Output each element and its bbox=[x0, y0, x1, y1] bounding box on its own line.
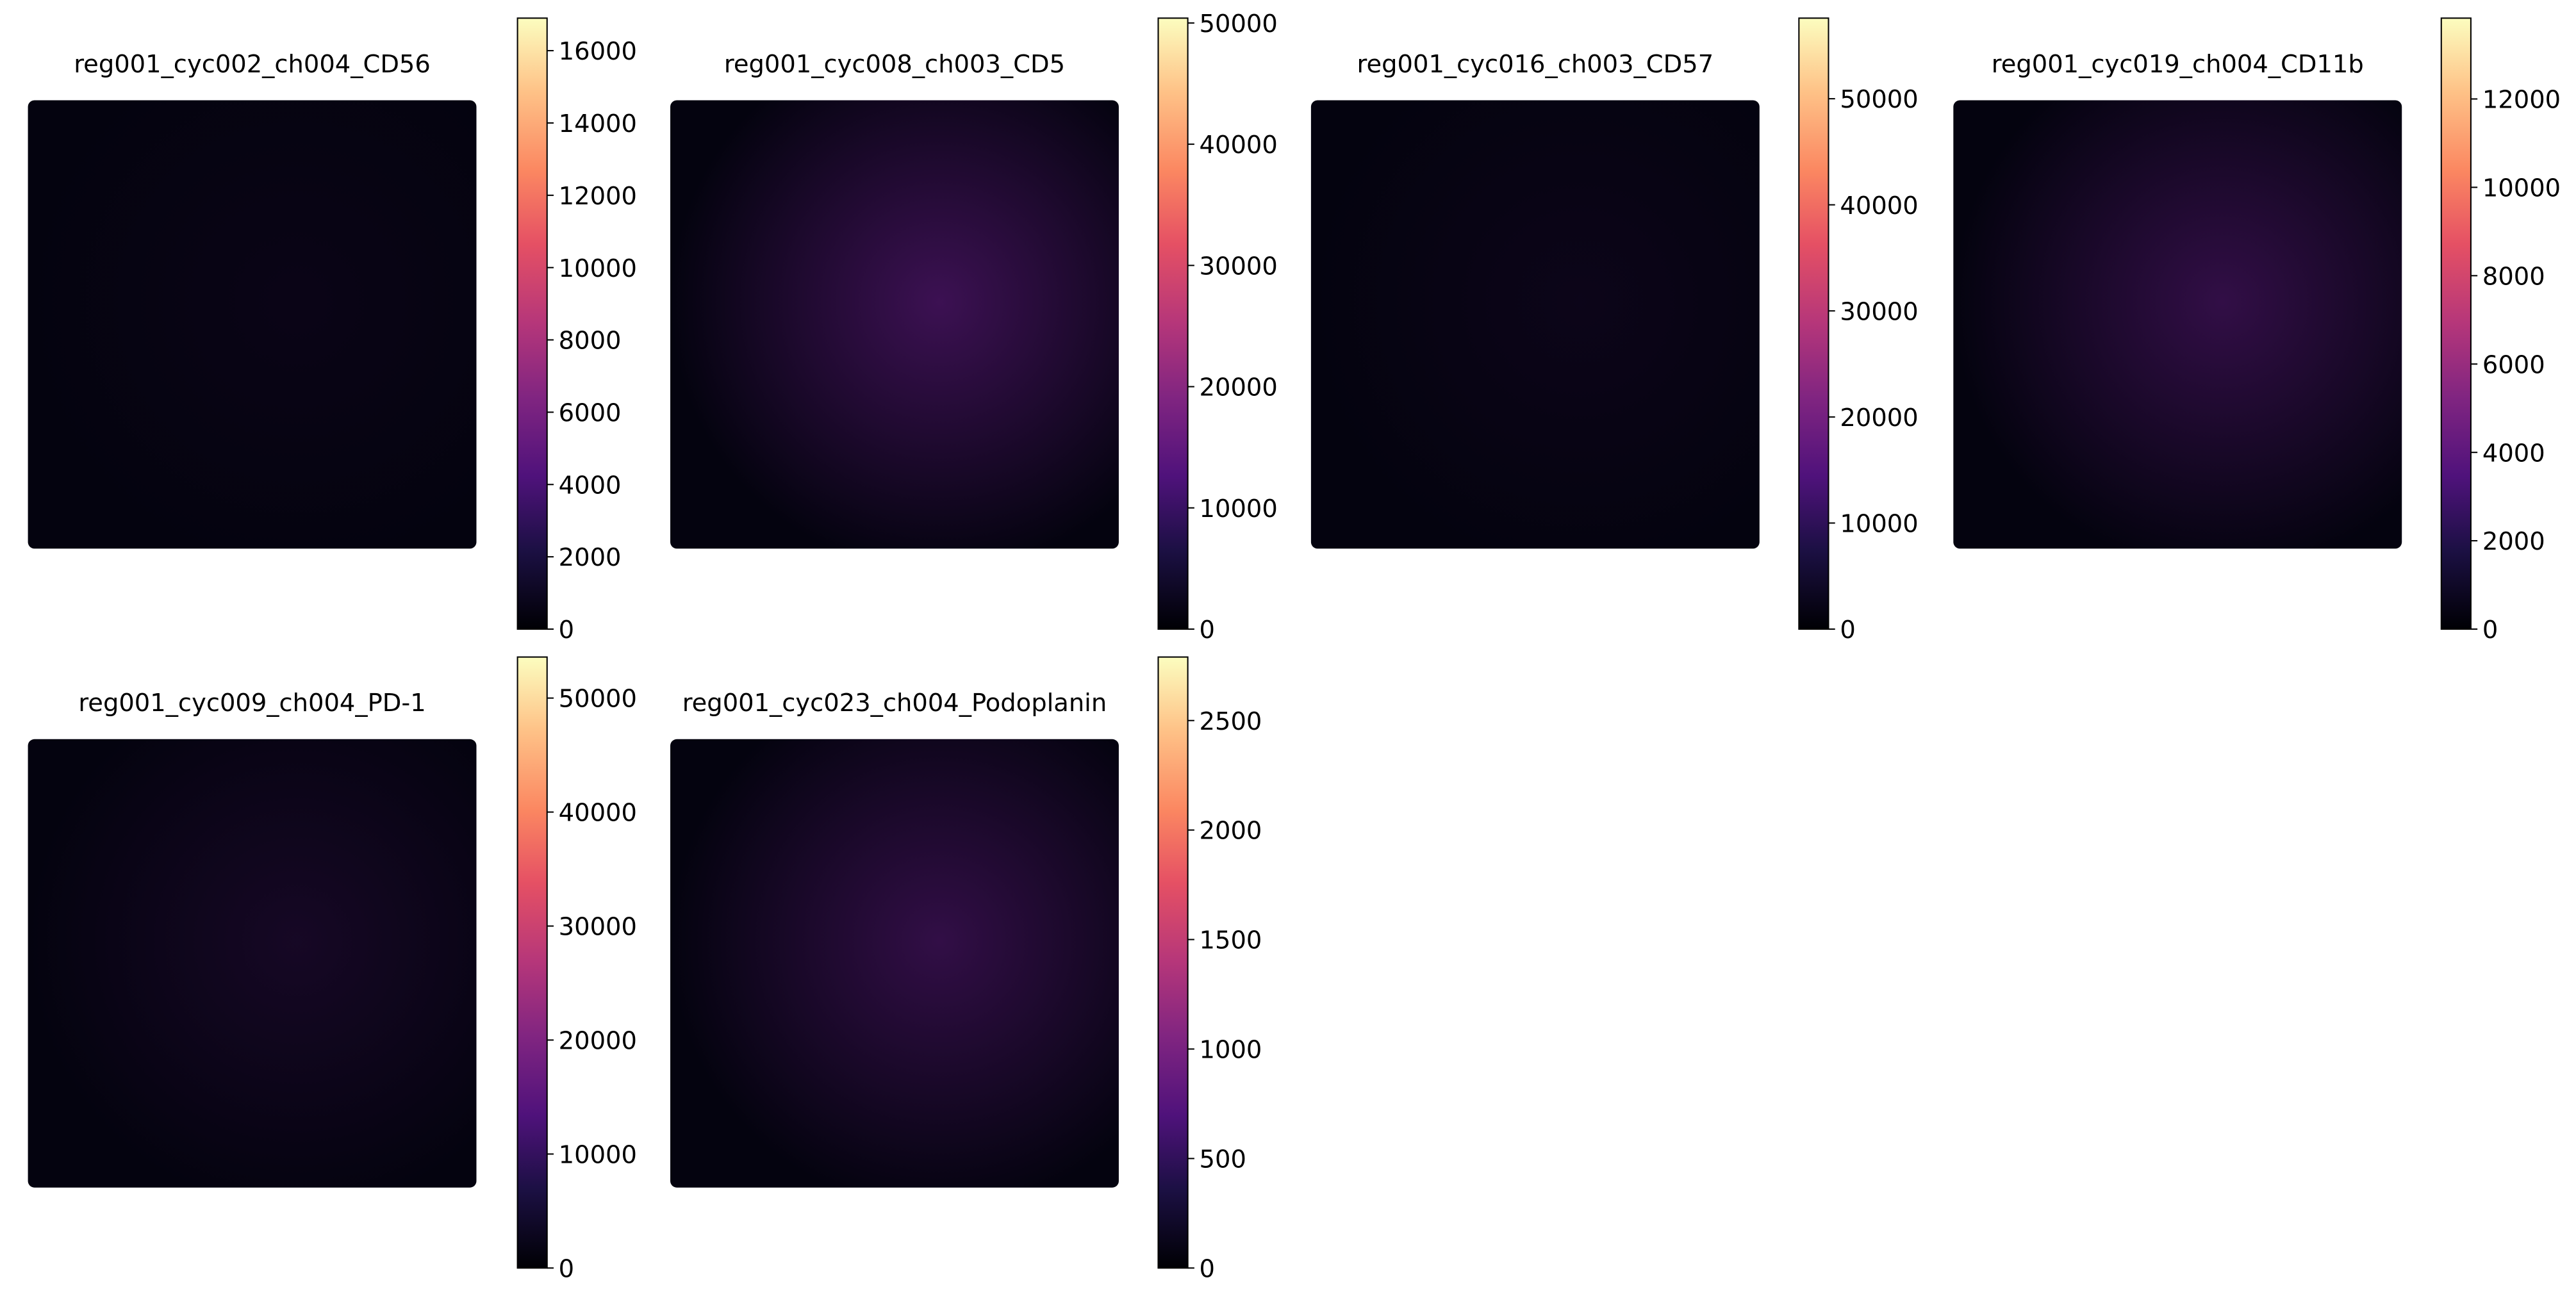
colorbar-tick-label: 6000 bbox=[2482, 350, 2545, 379]
colorbar-tick-label: 0 bbox=[1200, 1254, 1215, 1283]
colorbar bbox=[1157, 17, 1189, 630]
colorbar-tick-label: 16000 bbox=[559, 37, 637, 66]
image-signal bbox=[670, 739, 1119, 1188]
colorbar-tick-label: 12000 bbox=[559, 182, 637, 211]
image-signal bbox=[1953, 100, 2402, 549]
colorbar-tick-label: 40000 bbox=[559, 799, 637, 828]
colorbar-tick-label: 10000 bbox=[2482, 174, 2561, 203]
colorbar-tick-label: 12000 bbox=[2482, 86, 2561, 115]
colorbar-tick-label: 0 bbox=[559, 616, 574, 644]
colorbar-tick-label: 8000 bbox=[2482, 262, 2545, 291]
colorbar-tick-label: 40000 bbox=[1840, 192, 1918, 220]
colorbar-tick-label: 50000 bbox=[1840, 85, 1918, 114]
colorbar-tick-label: 14000 bbox=[559, 110, 637, 138]
colorbar bbox=[1798, 17, 1829, 630]
colorbar bbox=[2440, 17, 2472, 630]
colorbar-tick-label: 20000 bbox=[1200, 373, 1278, 402]
panel-title: reg001_cyc023_ch004_Podoplanin bbox=[682, 689, 1107, 718]
colorbar-tick-label: 2000 bbox=[2482, 527, 2545, 556]
colorbar-tick-label: 30000 bbox=[1840, 297, 1918, 326]
panel-title: reg001_cyc008_ch003_CD5 bbox=[724, 50, 1065, 79]
image-signal bbox=[1310, 100, 1760, 549]
colorbar-tick-label: 0 bbox=[2482, 616, 2498, 644]
colorbar-tick-label: 0 bbox=[559, 1254, 574, 1283]
colorbar-tick-label: 50000 bbox=[559, 685, 637, 714]
panel-title: reg001_cyc016_ch003_CD57 bbox=[1357, 50, 1714, 79]
colorbar-tick-label: 8000 bbox=[559, 327, 622, 356]
colorbar-tick-label: 2000 bbox=[559, 543, 622, 572]
image-signal bbox=[28, 739, 477, 1188]
colorbar-tick-label: 2500 bbox=[1200, 707, 1262, 736]
panel-title: reg001_cyc009_ch004_PD-1 bbox=[78, 689, 425, 718]
colorbar bbox=[1157, 656, 1189, 1269]
colorbar-tick-label: 20000 bbox=[1840, 404, 1918, 432]
colorbar bbox=[516, 656, 548, 1269]
colorbar bbox=[516, 17, 548, 630]
colorbar-tick-label: 50000 bbox=[1200, 10, 1278, 38]
colorbar-tick-label: 30000 bbox=[559, 913, 637, 942]
panel-title: reg001_cyc019_ch004_CD11b bbox=[1992, 50, 2364, 79]
colorbar-tick-label: 1500 bbox=[1200, 926, 1262, 955]
colorbar-tick-label: 20000 bbox=[559, 1027, 637, 1056]
colorbar-tick-label: 6000 bbox=[559, 399, 622, 428]
image-signal bbox=[670, 100, 1119, 549]
colorbar-tick-label: 30000 bbox=[1200, 252, 1278, 281]
colorbar-tick-label: 10000 bbox=[559, 254, 637, 283]
colorbar-tick-label: 0 bbox=[1200, 616, 1215, 644]
colorbar-tick-label: 10000 bbox=[1200, 495, 1278, 523]
colorbar-tick-label: 500 bbox=[1200, 1145, 1246, 1174]
panel-title: reg001_cyc002_ch004_CD56 bbox=[74, 50, 431, 79]
colorbar-tick-label: 4000 bbox=[559, 471, 622, 500]
colorbar-tick-label: 10000 bbox=[559, 1140, 637, 1169]
colorbar-tick-label: 40000 bbox=[1200, 131, 1278, 160]
colorbar-tick-label: 0 bbox=[1840, 616, 1855, 644]
colorbar-tick-label: 4000 bbox=[2482, 439, 2545, 468]
colorbar-tick-label: 1000 bbox=[1200, 1036, 1262, 1065]
colorbar-tick-label: 10000 bbox=[1840, 510, 1918, 539]
colorbar-tick-label: 2000 bbox=[1200, 817, 1262, 846]
image-signal bbox=[28, 100, 477, 549]
